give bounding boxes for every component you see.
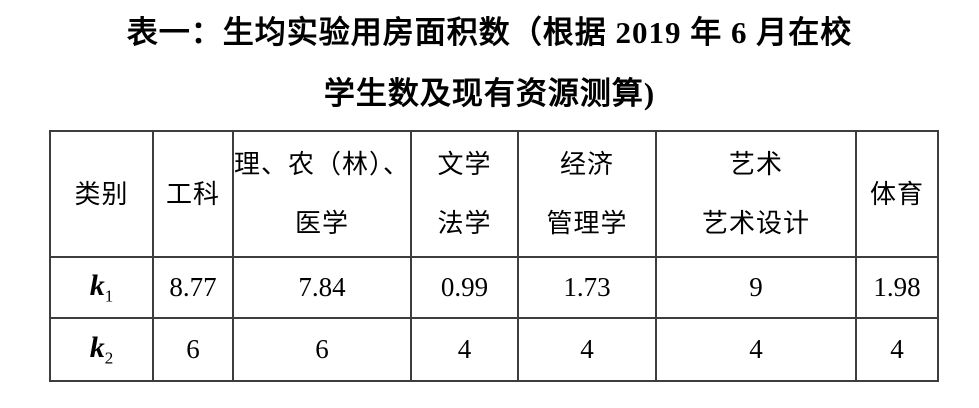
row-label-k2: k2: [49, 317, 154, 382]
header-label-line: 经济: [559, 150, 614, 179]
table-title-line-2: 学生数及现有资源测算): [323, 76, 656, 111]
cell-k2-science-agri-medicine: 6: [232, 317, 412, 382]
header-cell-science-agri-medicine: 理、农（林）、 医学: [232, 130, 412, 258]
table-title-line-1: 表一：生均实验用房面积数（根据 2019 年 6 月在校: [126, 15, 853, 50]
k1-subscript: 1: [104, 286, 114, 306]
header-cell-literature-law: 文学 法学: [410, 130, 519, 258]
header-label-line: 管理学: [546, 209, 628, 238]
table-row-k2: k2 6 6 4 4 4 4: [49, 317, 939, 382]
header-label-line: 文学: [437, 150, 492, 179]
k1-symbol: k: [89, 268, 105, 302]
header-label: 类别: [74, 179, 129, 209]
header-label-line: 理、农（林）、: [234, 150, 411, 179]
table-title: 表一：生均实验用房面积数（根据 2019 年 6 月在校 学生数及现有资源测算): [0, 0, 979, 124]
table-row-k1: k1 8.77 7.84 0.99 1.73 9 1.98: [49, 256, 939, 319]
header-cell-physical-education: 体育: [855, 130, 939, 258]
cell-k1-art-design: 9: [655, 256, 857, 319]
header-cell-engineering: 工科: [152, 130, 234, 258]
k2-symbol: k: [89, 330, 105, 364]
header-label-line: 医学: [294, 209, 349, 238]
header-label-line: 法学: [437, 209, 492, 238]
cell-k1-physical-education: 1.98: [855, 256, 939, 319]
header-cell-category: 类别: [49, 130, 154, 258]
cell-k2-engineering: 6: [152, 317, 234, 382]
header-label-line: 艺术设计: [701, 209, 810, 238]
k2-subscript: 2: [104, 348, 114, 368]
header-cell-art-design: 艺术 艺术设计: [655, 130, 857, 258]
cell-k2-art-design: 4: [655, 317, 857, 382]
header-label: 体育: [869, 179, 924, 209]
cell-k1-literature-law: 0.99: [410, 256, 519, 319]
header-cell-economics-management: 经济 管理学: [517, 130, 657, 258]
header-label-line: 艺术: [728, 150, 783, 179]
page: 表一：生均实验用房面积数（根据 2019 年 6 月在校 学生数及现有资源测算)…: [0, 0, 979, 382]
cell-k2-literature-law: 4: [410, 317, 519, 382]
area-table: 类别 工科 理、农（林）、 医学 文学 法学 经济 管理学: [49, 130, 939, 382]
cell-k2-economics-management: 4: [517, 317, 657, 382]
row-label-k1: k1: [49, 256, 154, 319]
header-label: 工科: [165, 179, 220, 209]
cell-k1-science-agri-medicine: 7.84: [232, 256, 412, 319]
cell-k1-economics-management: 1.73: [517, 256, 657, 319]
header-row: 类别 工科 理、农（林）、 医学 文学 法学 经济 管理学: [49, 130, 939, 258]
cell-k2-physical-education: 4: [855, 317, 939, 382]
cell-k1-engineering: 8.77: [152, 256, 234, 319]
